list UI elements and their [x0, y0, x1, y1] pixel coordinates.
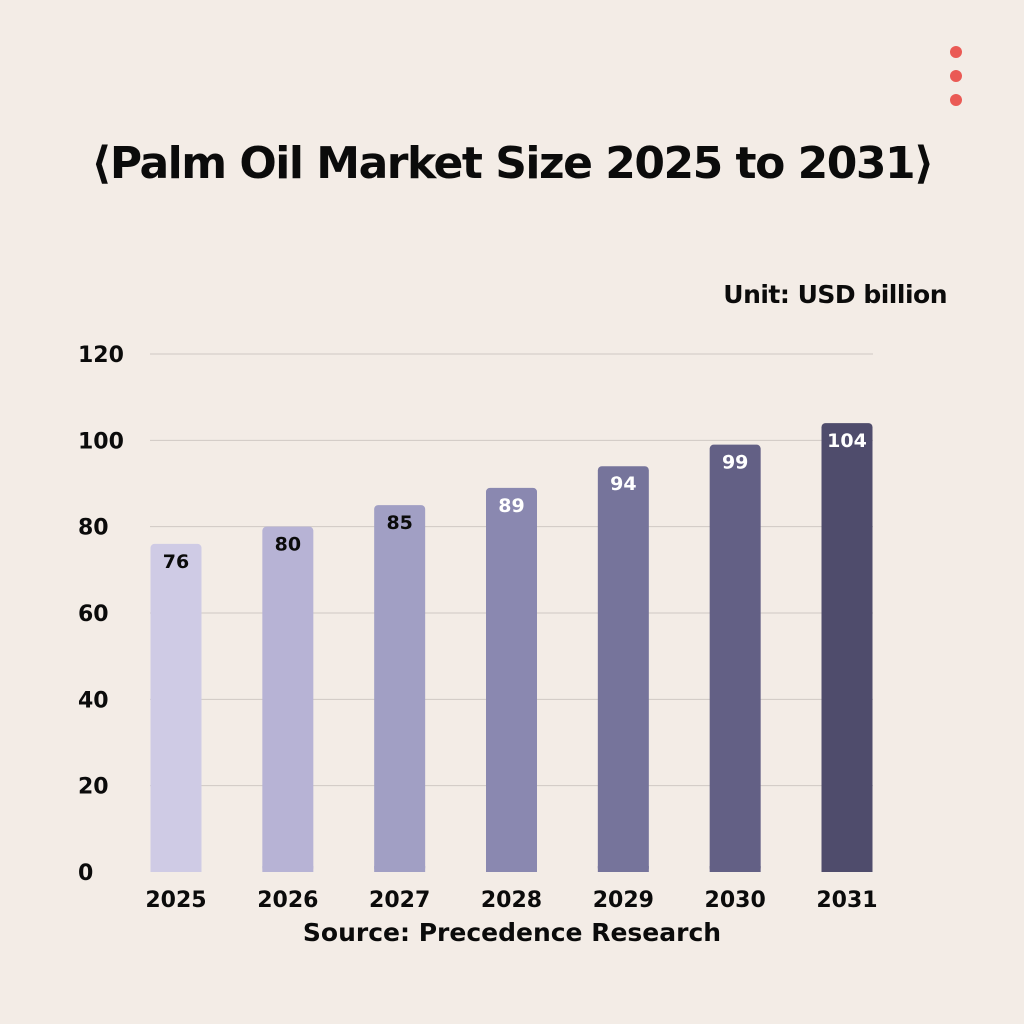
x-axis: 2025 2026 2027 2028 2029 2030 2031	[145, 888, 877, 913]
x-tick-label: 2026	[257, 888, 318, 913]
y-tick-label: 80	[78, 516, 109, 541]
x-tick-label: 2030	[705, 888, 766, 913]
bar-base	[486, 866, 537, 872]
bars	[150, 423, 873, 872]
bar-base	[821, 866, 873, 872]
data-label-2027: 85	[386, 512, 412, 534]
bar-base	[150, 866, 202, 872]
y-axis: 0 20 40 60 80 100 120	[78, 343, 124, 886]
data-label-2029: 94	[610, 473, 636, 495]
bar-2026	[262, 526, 314, 872]
menu-dot	[950, 70, 962, 82]
source-label: Source: Precedence Research	[302, 918, 722, 947]
unit-label: Unit: USD billion	[723, 280, 947, 309]
bar-base	[597, 866, 649, 872]
chart-title: ⟨Palm Oil Market Size 2025 to 2031⟩	[91, 138, 934, 189]
y-tick-label: 20	[78, 775, 109, 800]
y-tick-label: 60	[78, 602, 109, 627]
bar-2031	[821, 423, 873, 872]
x-tick-label: 2028	[481, 888, 542, 913]
y-tick-label: 40	[78, 688, 109, 713]
bar-2030	[709, 444, 761, 872]
bar-base	[709, 866, 761, 872]
menu-dot	[950, 46, 962, 58]
bar-2029	[597, 466, 649, 872]
data-label-2031: 104	[827, 430, 867, 452]
x-tick-label: 2025	[145, 888, 206, 913]
data-label-2025: 76	[163, 551, 189, 573]
bar-2025	[150, 543, 202, 872]
bar-2028	[486, 487, 537, 872]
data-label-2026: 80	[275, 534, 301, 556]
menu-dot	[950, 94, 962, 106]
x-tick-label: 2027	[369, 888, 430, 913]
bar-2027	[374, 505, 426, 872]
x-tick-label: 2029	[593, 888, 654, 913]
more-vertical-icon[interactable]	[946, 46, 966, 106]
y-tick-label: 120	[78, 343, 124, 368]
y-tick-label: 0	[78, 861, 93, 886]
data-labels: 76 80 85 89 94 99 104	[163, 430, 867, 573]
x-tick-label: 2031	[816, 888, 877, 913]
y-tick-label: 100	[78, 429, 124, 454]
data-label-2028: 89	[498, 495, 524, 517]
bar-base	[262, 866, 314, 872]
data-label-2030: 99	[722, 452, 748, 474]
bar-base	[374, 866, 426, 872]
